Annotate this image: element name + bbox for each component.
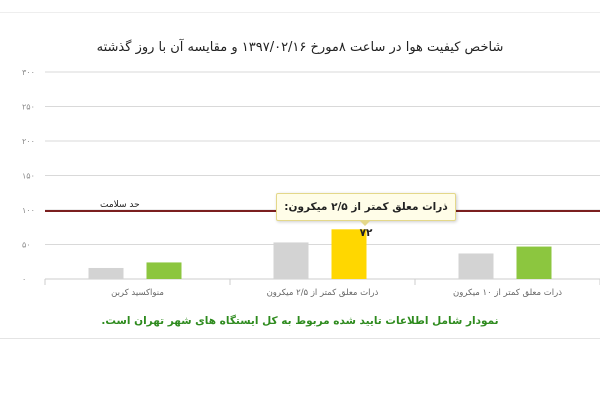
y-tick-label: ۰	[22, 275, 26, 284]
bar	[458, 253, 494, 279]
y-tick-label: ۵۰	[22, 241, 31, 250]
bottom-divider	[0, 338, 600, 339]
x-category-label: منواکسید کربن	[111, 288, 164, 298]
y-tick-label: ۳۰۰	[22, 68, 35, 77]
bar	[88, 267, 124, 279]
top-divider	[0, 12, 600, 13]
y-tick-label: ۲۰۰	[22, 137, 35, 146]
bar	[273, 242, 309, 279]
x-category-label: ذرات معلق کمتر از ۱۰ میکرون	[453, 288, 562, 298]
y-tick-label: ۲۵۰	[22, 103, 35, 112]
bar-tooltip: ذرات معلق کمتر از ۲/۵ میکرون: ۷۲	[276, 193, 456, 239]
x-category-label: ذرات معلق کمتر از ۲/۵ میکرون	[267, 288, 379, 298]
y-tick-label: ۱۰۰	[22, 206, 35, 215]
bar	[516, 246, 552, 279]
bar-chart: ۰ ۵۰ ۱۰۰ ۱۵۰ ۲۰۰ ۲۵۰ ۳۰۰ ذرات معلق کمتر از ۱۰ م…	[22, 68, 600, 298]
chart-title: شاخص کیفیت هوا در ساعت ۸مورخ ۱۳۹۷/۰۲/۱۶ …	[96, 40, 504, 55]
health-limit-label: حد سلامت	[100, 200, 140, 210]
chart-note: نمودار شامل اطلاعات تایید شده مربوط به ک…	[101, 315, 499, 327]
bar	[146, 262, 182, 279]
bar	[331, 229, 367, 279]
y-tick-label: ۱۵۰	[22, 172, 35, 181]
